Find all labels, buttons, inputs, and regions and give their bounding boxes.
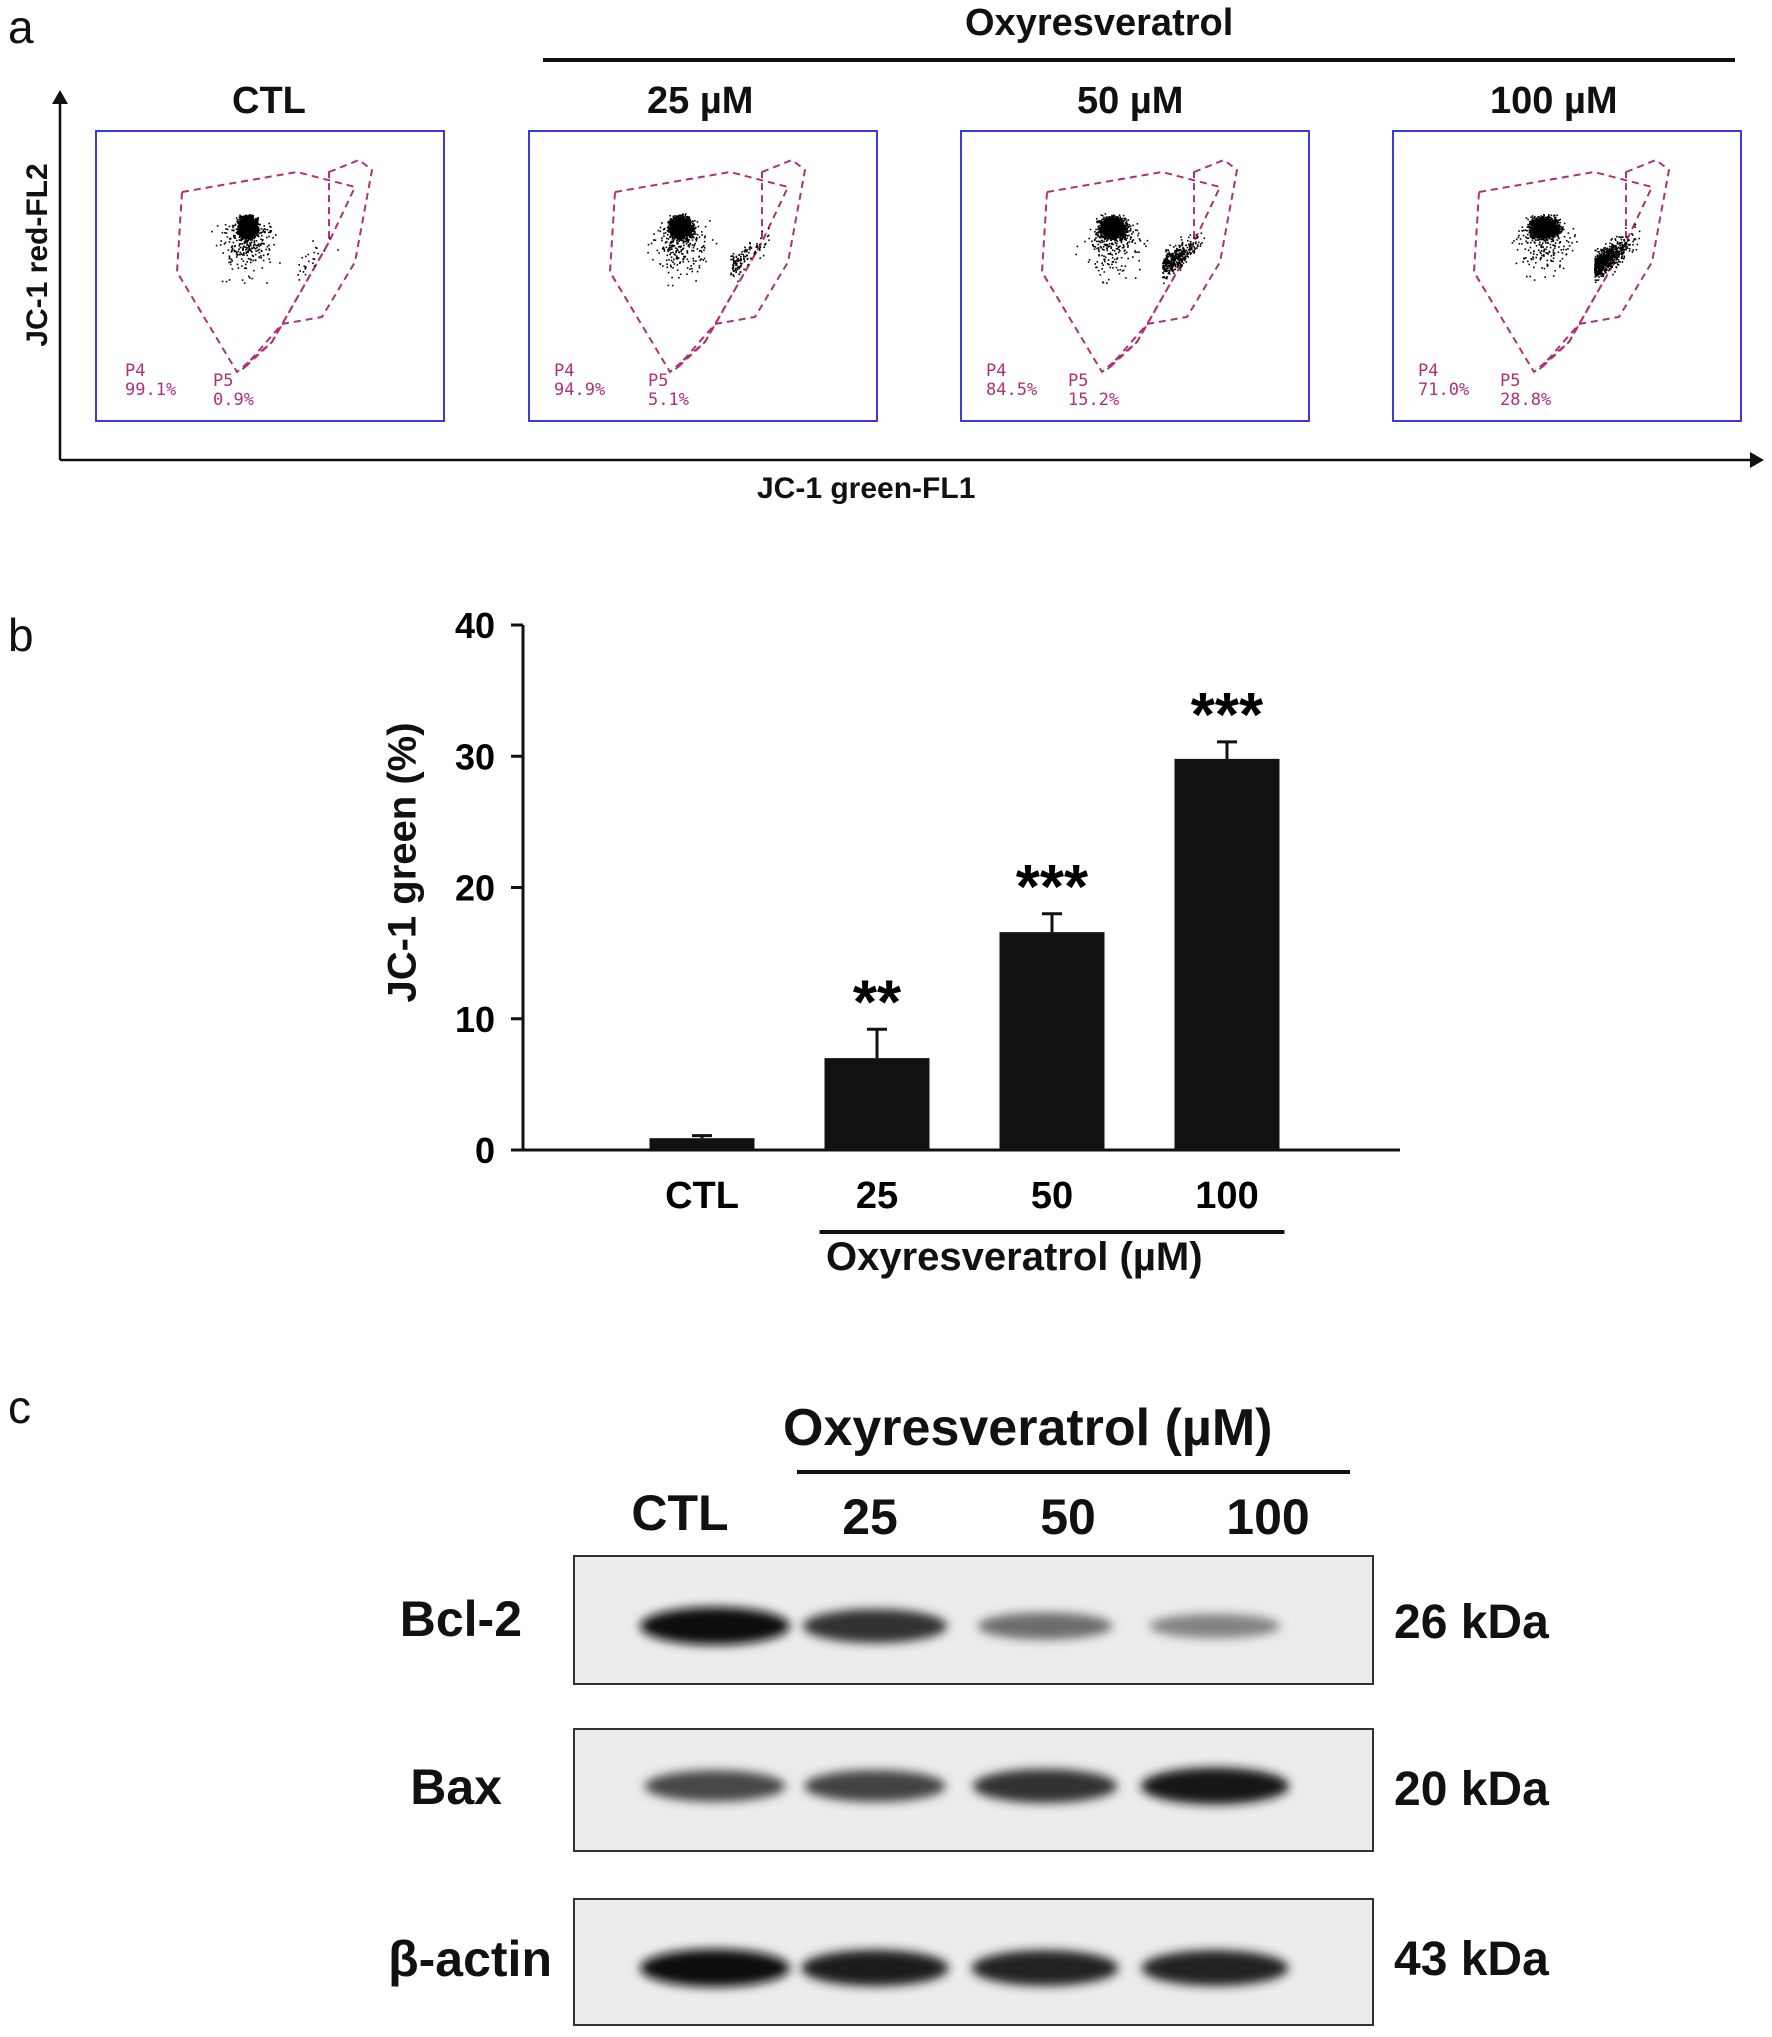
lane-label-ctl: CTL: [631, 1485, 729, 1541]
blot-size-actin: 43 kDa: [1394, 1933, 1549, 1986]
blot-band: [804, 1770, 946, 1802]
gate-p5-value: 0.9%: [213, 390, 254, 410]
flow-plot-25: P4 94.9% P5 5.1%: [528, 130, 878, 422]
gate-p5-value: 5.1%: [648, 390, 689, 410]
gate-p4-value: 99.1%: [125, 380, 177, 400]
flow-plot-100: P4 71.0% P5 28.8%: [1392, 130, 1742, 422]
chart-bar: [649, 1138, 755, 1150]
bar-chart: 0 10 20 30 40 CTL ** 25 *** 50 *** 100: [455, 605, 1400, 1234]
chart-y-tick-label: 40: [455, 605, 495, 646]
panel-c-treatment-bracket: [797, 1470, 1350, 1474]
lane-label-25: 25: [842, 1489, 898, 1545]
flow-plot-scatter: [608, 158, 807, 374]
cell-events: [647, 213, 770, 287]
blot-band: [977, 1612, 1113, 1640]
chart-y-axis-label: JC-1 green (%): [380, 722, 425, 1003]
panel-a-axes: [52, 90, 1764, 468]
gate-p4-outline: [1472, 170, 1654, 374]
chart-bar: [1174, 758, 1280, 1150]
gate-p5-value: 15.2%: [1068, 390, 1120, 410]
gate-p4-outline: [175, 170, 357, 374]
gate-p4-value: 71.0%: [1418, 380, 1470, 400]
chart-x-tick-label: 50: [1031, 1175, 1073, 1217]
blot-actin: [573, 1898, 1374, 2026]
panel-c-treatment-title: Oxyresveratrol (µM): [783, 1399, 1273, 1457]
gate-p5-label: P5: [213, 371, 234, 391]
blot-band: [1149, 1613, 1281, 1639]
chart-x-tick-label: CTL: [665, 1175, 739, 1217]
lane-label-100: 100: [1226, 1489, 1310, 1545]
gate-p4-outline: [608, 170, 790, 374]
flow-plot-scatter: [1040, 158, 1239, 374]
flow-plot-scatter: [175, 158, 374, 374]
chart-significance-mark: ***: [1191, 681, 1264, 750]
blot-bands: [640, 1949, 1289, 1987]
plot-title-ctl: CTL: [232, 80, 306, 122]
plot-title-50: 50 µM: [1077, 80, 1184, 122]
blot-bands: [644, 1767, 1290, 1805]
gate-p4-label: P4: [125, 361, 146, 381]
blot-bcl2: [573, 1555, 1374, 1685]
gate-p5-value: 28.8%: [1500, 390, 1552, 410]
chart-bar: [824, 1058, 930, 1150]
chart-y-tick-label: 0: [475, 1130, 495, 1171]
panel-b-letter: b: [8, 609, 34, 661]
blot-band: [971, 1950, 1119, 1986]
chart-y-tick-label: 10: [455, 999, 495, 1040]
blot-bands: [640, 1607, 1281, 1645]
flow-plot-scatter: [1472, 158, 1671, 374]
blot-band: [1141, 1950, 1289, 1986]
gate-p5-outline: [1106, 158, 1239, 371]
blot-size-bax: 20 kDa: [1394, 1763, 1549, 1816]
chart-bar: [999, 932, 1105, 1150]
blot-label-bax: Bax: [410, 1759, 502, 1815]
gate-p5-label: P5: [1500, 371, 1521, 391]
panel-a-letter: a: [8, 1, 34, 53]
gate-p4-outline: [1040, 170, 1222, 374]
cell-events: [1511, 214, 1641, 284]
blot-label-actin: β-actin: [388, 1931, 552, 1987]
panel-a-y-axis-label: JC-1 red-FL2: [21, 163, 54, 347]
flow-plot-ctl: P4 99.1% P5 0.9%: [95, 130, 445, 422]
chart-y-tick-label: 20: [455, 868, 495, 909]
plot-title-100: 100 µM: [1490, 80, 1618, 122]
blot-band: [801, 1949, 949, 1987]
gate-p5-outline: [674, 158, 807, 371]
blot-band: [972, 1768, 1118, 1804]
cell-events: [211, 214, 339, 284]
chart-y-tick-label: 30: [455, 736, 495, 777]
gate-p4-value: 84.5%: [986, 380, 1038, 400]
blot-band: [640, 1607, 790, 1645]
gate-p5-label: P5: [1068, 371, 1089, 391]
gate-p5-outline: [1538, 158, 1671, 371]
blot-size-bcl2: 26 kDa: [1394, 1596, 1549, 1649]
panel-c-letter: c: [8, 1381, 31, 1433]
chart-x-tick-label: 25: [856, 1175, 898, 1217]
gate-p5-label: P5: [648, 371, 669, 391]
panel-a-treatment-title: Oxyresveratrol: [965, 2, 1234, 44]
flow-plot-50: P4 84.5% P5 15.2%: [960, 130, 1310, 422]
chart-group-label: Oxyresveratrol (µM): [826, 1235, 1203, 1279]
gate-p4-label: P4: [1418, 361, 1439, 381]
lane-label-50: 50: [1040, 1489, 1096, 1545]
panel-a-treatment-bracket: [543, 58, 1735, 62]
blot-band: [644, 1770, 786, 1802]
chart-x-tick-label: 100: [1195, 1175, 1258, 1217]
panel-a-x-axis-label: JC-1 green-FL1: [757, 472, 976, 505]
gate-p5-outline: [241, 158, 374, 371]
chart-significance-mark: **: [853, 968, 902, 1037]
blot-band: [1140, 1767, 1290, 1805]
blot-band: [640, 1949, 790, 1987]
gate-p4-label: P4: [986, 361, 1007, 381]
gate-p4-value: 94.9%: [554, 380, 606, 400]
gate-p4-label: P4: [554, 361, 575, 381]
cell-events: [1075, 213, 1206, 285]
blot-label-bcl2: Bcl-2: [399, 1591, 522, 1647]
blot-band: [802, 1608, 948, 1644]
blot-bax: [573, 1728, 1374, 1852]
plot-title-25: 25 µM: [647, 80, 754, 122]
chart-significance-mark: ***: [1016, 853, 1089, 922]
